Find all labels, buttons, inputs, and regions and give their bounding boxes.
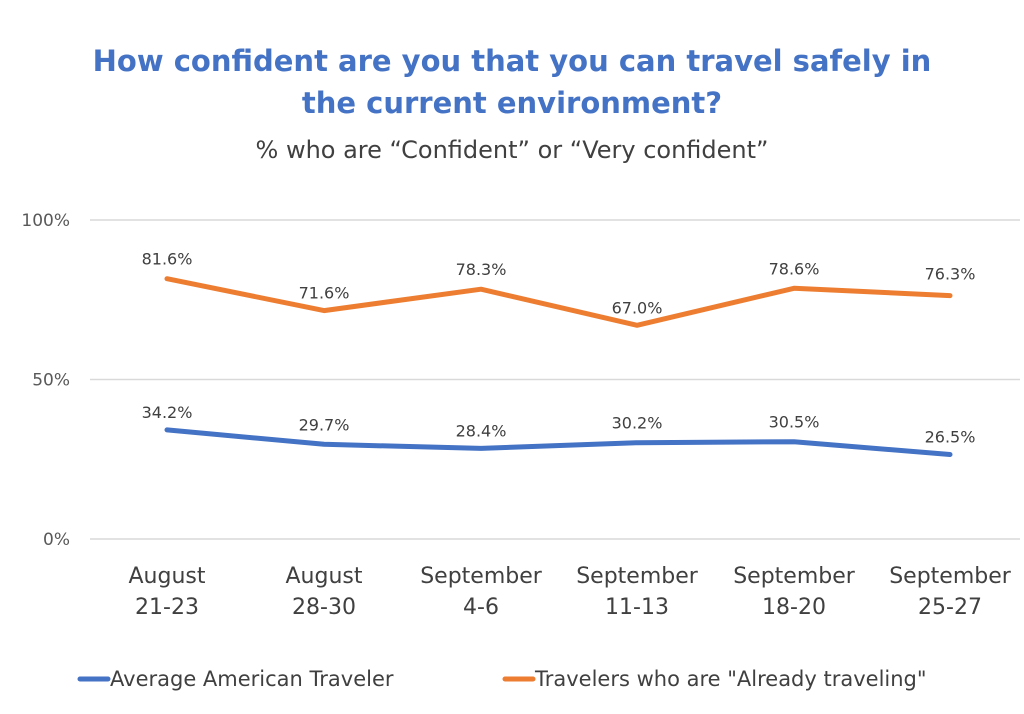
data-label: 34.2%: [142, 403, 193, 422]
data-label: 30.2%: [612, 414, 663, 433]
x-tick-label: August: [129, 564, 206, 589]
chart-subtitle: % who are “Confident” or “Very confident…: [255, 136, 769, 164]
x-tick-label: 4-6: [463, 595, 499, 620]
legend-label-2: Travelers who are "Already traveling": [534, 667, 927, 691]
y-tick-label: 0%: [43, 530, 70, 550]
x-tick-label: September: [420, 564, 543, 589]
data-label: 76.3%: [925, 265, 976, 284]
x-tick-label: September: [733, 564, 856, 589]
data-label: 26.5%: [925, 428, 976, 447]
x-tick-label: September: [889, 564, 1012, 589]
x-tick-label: August: [286, 564, 363, 589]
chart-title-line-2: the current environment?: [301, 86, 723, 120]
data-label: 67.0%: [612, 298, 663, 317]
chart-title-line-1: How confident are you that you can trave…: [92, 44, 932, 78]
x-tick-label: 21-23: [135, 595, 199, 620]
data-label: 81.6%: [142, 250, 193, 269]
x-tick-label: 11-13: [605, 595, 669, 620]
data-label: 71.6%: [299, 284, 350, 303]
y-tick-label: 100%: [21, 211, 70, 231]
x-tick-label: September: [576, 564, 699, 589]
data-label: 78.6%: [769, 259, 820, 278]
data-label: 30.5%: [769, 413, 820, 432]
data-label: 29.7%: [299, 415, 350, 434]
series-line-2: [164, 276, 953, 328]
legend-label-1: Average American Traveler: [110, 667, 394, 691]
series-line-1: [164, 427, 953, 457]
x-tick-label: 28-30: [292, 595, 356, 620]
x-tick-label: 18-20: [762, 595, 826, 620]
y-tick-label: 50%: [32, 371, 70, 391]
chart-title: How confident are you that you can trave…: [0, 40, 1024, 124]
data-label: 28.4%: [456, 421, 507, 440]
data-label: 78.3%: [456, 260, 507, 279]
x-tick-label: 25-27: [918, 595, 982, 620]
